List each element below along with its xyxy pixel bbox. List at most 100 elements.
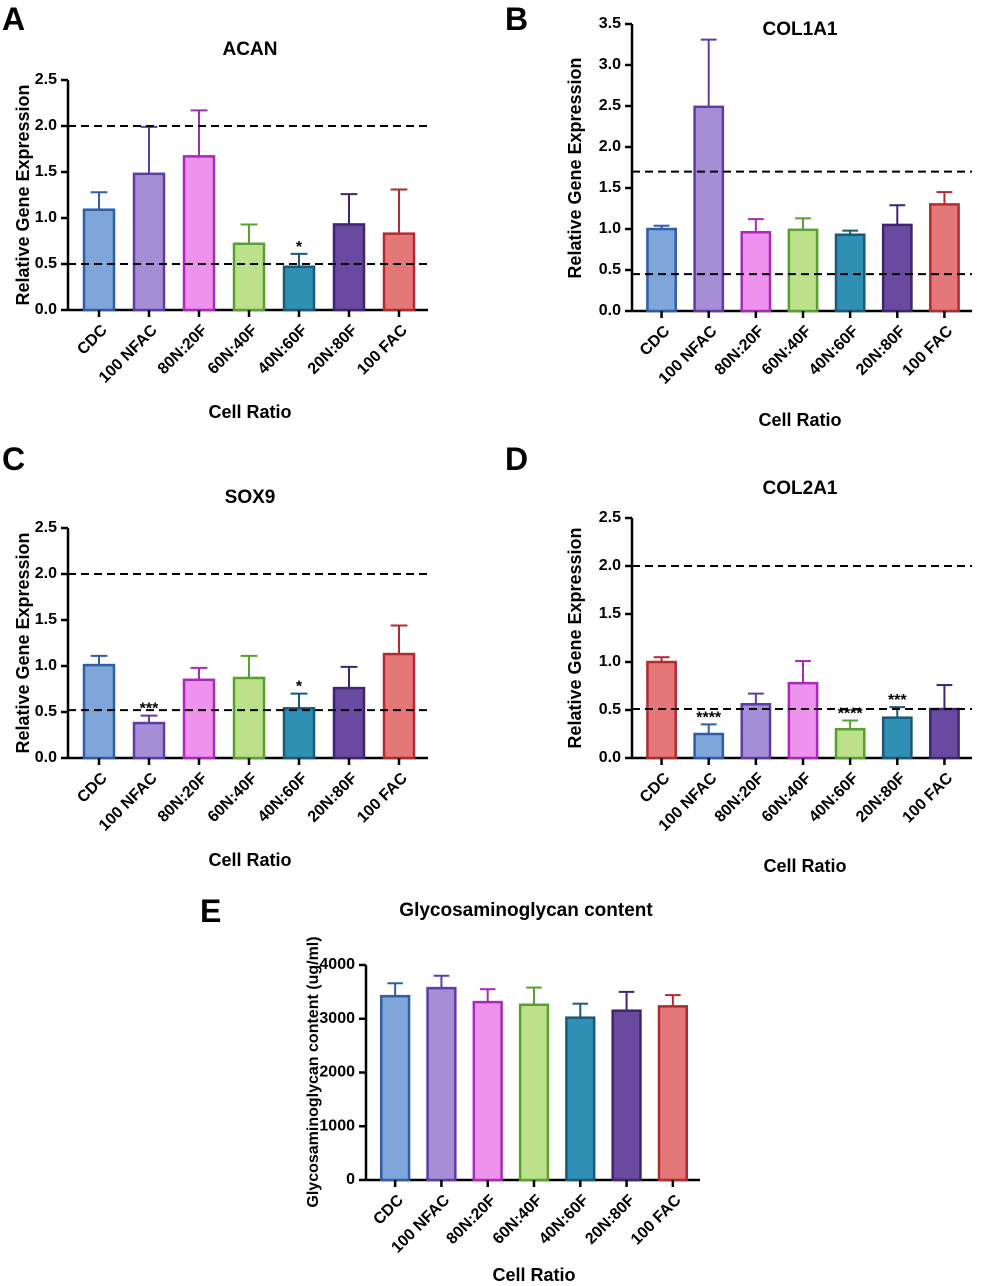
bar [382, 652, 416, 760]
y-tick-label: 1.5 [599, 605, 621, 622]
y-tick-label: 1.5 [35, 611, 57, 628]
x-tick-label: CDC [637, 322, 674, 359]
y-tick-label: 2.0 [35, 565, 57, 582]
x-tick-label: CDC [637, 769, 674, 806]
bar [182, 155, 216, 312]
x-tick-label: 60N:40F [759, 323, 815, 379]
chart-title: ACAN [223, 39, 278, 60]
x-tick-label: 60N:40F [205, 770, 261, 826]
y-axis-title: Relative Gene Expression [565, 57, 585, 278]
y-tick-label: 0.5 [599, 701, 621, 718]
bar [232, 676, 266, 760]
bar [834, 727, 866, 760]
bar [657, 1005, 688, 1182]
bar [182, 678, 216, 760]
bar [382, 232, 416, 312]
y-tick-label: 0.0 [35, 749, 57, 766]
x-tick-label: 100 FAC [900, 769, 957, 826]
bar [646, 227, 677, 313]
bar [232, 242, 266, 312]
bar [611, 1009, 642, 1182]
bar [787, 228, 819, 313]
bar [82, 208, 116, 312]
y-tick-label: 2000 [319, 1064, 355, 1081]
bar [132, 721, 166, 760]
y-tick-label: 0.0 [599, 749, 621, 766]
x-tick-label: CDC [74, 321, 111, 358]
chart-title: COL1A1 [763, 19, 838, 40]
y-axis-title: Relative Gene Expression [565, 527, 585, 748]
x-tick-label: 80N:20F [712, 323, 768, 379]
significance-label: *** [888, 692, 907, 709]
chart-title: Glycosaminoglycan content [399, 900, 653, 921]
x-axis-title: Cell Ratio [208, 402, 291, 422]
y-tick-label: 1.5 [35, 163, 57, 180]
y-tick-label: 0 [346, 1171, 355, 1188]
panel-letter: A [2, 1, 25, 37]
bar [282, 265, 316, 312]
y-tick-label: 0.5 [599, 261, 621, 278]
y-tick-label: 0.5 [35, 703, 57, 720]
x-tick-label: 40N:60F [536, 1192, 592, 1248]
y-tick-label: 2.5 [599, 509, 621, 526]
y-tick-label: 2.0 [35, 117, 57, 134]
x-tick-label: 100 FAC [900, 322, 957, 379]
panel-letter: C [2, 441, 25, 477]
y-tick-label: 0.5 [35, 255, 57, 272]
x-tick-label: 80N:20F [712, 770, 768, 826]
significance-label: * [296, 679, 303, 696]
panel-letter: D [505, 441, 528, 477]
x-tick-label: 20N:80F [305, 770, 361, 826]
bar [740, 231, 772, 313]
bar [426, 986, 457, 1182]
x-tick-label: CDC [370, 1191, 407, 1228]
bar [881, 223, 913, 313]
bar [332, 686, 366, 760]
x-tick-label: 100 FAC [628, 1191, 685, 1248]
x-tick-label: 40N:60F [255, 770, 311, 826]
y-tick-label: 1.5 [599, 179, 621, 196]
x-axis-title: Cell Ratio [758, 410, 841, 430]
bar [282, 707, 316, 760]
x-axis-title: Cell Ratio [208, 850, 291, 870]
bar [881, 716, 913, 760]
panel-letter: E [200, 893, 221, 929]
y-tick-label: 2.5 [35, 519, 57, 536]
x-tick-label: 40N:60F [806, 323, 862, 379]
x-tick-label: 60N:40F [205, 322, 261, 378]
x-tick-label: CDC [74, 769, 111, 806]
x-tick-label: 40N:60F [806, 770, 862, 826]
bar [332, 223, 366, 312]
significance-label: * [296, 239, 303, 256]
panel-e: E Glycosaminoglycan content 0 1000 2000 3000 4… [200, 893, 700, 1285]
bar [693, 105, 725, 313]
y-axis-title: Relative Gene Expression [13, 84, 33, 305]
y-tick-label: 3.5 [599, 15, 621, 32]
bar [787, 681, 819, 760]
panel-letter: B [505, 1, 528, 37]
bar [565, 1016, 596, 1182]
x-tick-label: 100 FAC [354, 321, 411, 378]
x-tick-label: 20N:80F [305, 322, 361, 378]
x-tick-label: 80N:20F [155, 770, 211, 826]
y-tick-label: 2.0 [599, 138, 621, 155]
x-tick-label: 20N:80F [853, 323, 909, 379]
y-tick-label: 4000 [319, 956, 355, 973]
y-tick-label: 1000 [319, 1117, 355, 1134]
bar [834, 233, 866, 313]
y-tick-label: 0.0 [599, 302, 621, 319]
x-tick-label: 60N:40F [759, 770, 815, 826]
x-tick-label: 80N:20F [155, 322, 211, 378]
x-tick-label: 100 FAC [354, 769, 411, 826]
x-axis-title: Cell Ratio [763, 856, 846, 876]
y-tick-label: 1.0 [35, 209, 57, 226]
y-tick-label: 2.5 [599, 97, 621, 114]
y-tick-label: 3.0 [599, 56, 621, 73]
bar [518, 1003, 550, 1182]
bar [929, 203, 960, 313]
y-tick-label: 1.0 [599, 653, 621, 670]
